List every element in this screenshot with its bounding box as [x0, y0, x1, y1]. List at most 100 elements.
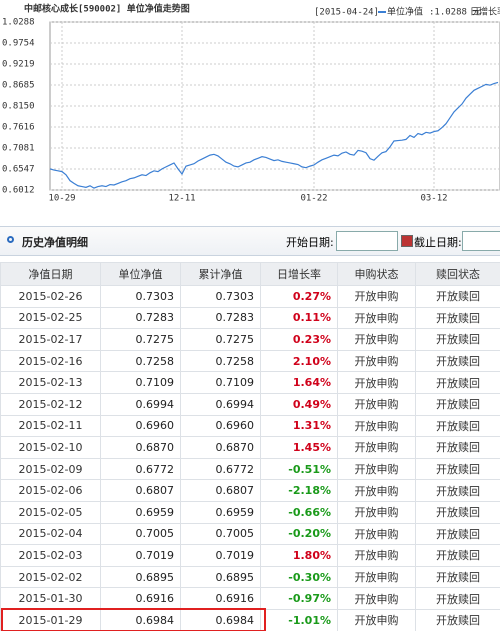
legend-extra: 日增长率 — [470, 6, 500, 18]
table-cell: 2015-02-06 — [0, 479, 101, 502]
table-cell: 0.6984 — [180, 608, 261, 631]
table-cell: 2015-02-10 — [0, 436, 101, 459]
table-cell: 开放申购 — [337, 565, 416, 589]
table-cell: 2015-02-16 — [0, 349, 101, 373]
header-row: 净值日期 单位净值 累计净值 日增长率 申购状态 赎回状态 — [0, 262, 500, 286]
table-cell: 开放申购 — [337, 328, 416, 351]
table-cell: 0.7005 — [180, 522, 261, 546]
end-label: 截止日期: — [414, 236, 462, 249]
table-cell: 开放赎回 — [415, 500, 500, 524]
chart-title: 中邮核心成长[590002] 单位净值走势图 — [24, 3, 190, 15]
table-row: 2015-02-09 0.6772 0.6772 -0.51% 开放申购 开放赎回 — [0, 457, 500, 481]
table-cell: 开放赎回 — [415, 522, 500, 546]
section-bar: 历史净值明细 开始日期: 截止日期: — [0, 226, 500, 256]
table-cell: 2015-01-29 — [0, 608, 101, 631]
column-header: 申购状态 — [337, 262, 416, 286]
table-cell: 0.7303 — [180, 285, 261, 308]
table-cell: 1.80% — [260, 544, 338, 567]
table-cell: 0.7258 — [180, 349, 261, 373]
column-header: 赎回状态 — [415, 262, 500, 286]
table-cell: 开放赎回 — [415, 457, 500, 481]
table-cell: 开放赎回 — [415, 328, 500, 351]
table-cell: -0.20% — [260, 522, 338, 546]
table-cell: 0.7258 — [100, 349, 181, 373]
table-cell: 开放申购 — [337, 371, 416, 394]
table-cell: 开放申购 — [337, 479, 416, 502]
table-cell: 0.6959 — [180, 500, 261, 524]
table-cell: 0.6916 — [180, 587, 261, 610]
table-row: 2015-02-25 0.7283 0.7283 0.11% 开放申购 开放赎回 — [0, 306, 500, 330]
table-cell: 0.7109 — [180, 371, 261, 394]
table-cell: 开放申购 — [337, 608, 416, 631]
table-cell: 0.6895 — [180, 565, 261, 589]
table-cell: 开放申购 — [337, 306, 416, 330]
table-cell: 2015-02-12 — [0, 392, 101, 416]
table-cell: 0.7109 — [100, 371, 181, 394]
table-cell: 1.31% — [260, 414, 338, 438]
table-cell: 开放申购 — [337, 436, 416, 459]
table-row: 2015-02-12 0.6994 0.6994 0.49% 开放申购 开放赎回 — [0, 392, 500, 416]
table-cell: 开放赎回 — [415, 349, 500, 373]
y-tick-label: 1.0288 — [2, 18, 35, 28]
table-cell: 0.11% — [260, 306, 338, 330]
table-cell: 2015-02-05 — [0, 500, 101, 524]
table-cell: 开放赎回 — [415, 479, 500, 502]
table-cell: 0.7283 — [180, 306, 261, 330]
table-cell: 开放赎回 — [415, 608, 500, 631]
table-row: 2015-02-10 0.6870 0.6870 1.45% 开放申购 开放赎回 — [0, 436, 500, 459]
table-cell: 0.6895 — [100, 565, 181, 589]
table-cell: 2015-01-30 — [0, 587, 101, 610]
y-tick-label: 0.7616 — [2, 122, 35, 132]
table-cell: 开放申购 — [337, 349, 416, 373]
table-row: 2015-02-05 0.6959 0.6959 -0.66% 开放申购 开放赎回 — [0, 500, 500, 524]
table-cell: 开放申购 — [337, 285, 416, 308]
table-cell: 开放赎回 — [415, 587, 500, 610]
table-cell: 0.23% — [260, 328, 338, 351]
y-tick-label: 0.8150 — [2, 102, 35, 112]
line-series — [49, 81, 499, 189]
table-cell: 开放赎回 — [415, 392, 500, 416]
table-cell: 0.6994 — [180, 392, 261, 416]
table-row: 2015-02-17 0.7275 0.7275 0.23% 开放申购 开放赎回 — [0, 328, 500, 351]
table-cell: 开放赎回 — [415, 285, 500, 308]
table-cell: 2.10% — [260, 349, 338, 373]
calendar-icon[interactable] — [401, 235, 413, 247]
start-label: 开始日期: — [286, 236, 334, 249]
table-cell: 0.6994 — [100, 392, 181, 416]
table-cell: 0.6807 — [180, 479, 261, 502]
table-cell: 0.49% — [260, 392, 338, 416]
y-tick-label: 0.9754 — [2, 38, 35, 48]
start-input[interactable] — [336, 231, 398, 251]
icon — [7, 236, 14, 243]
table-cell: -0.97% — [260, 587, 338, 610]
table-row: 2015-02-11 0.6960 0.6960 1.31% 开放申购 开放赎回 — [0, 414, 500, 438]
table-cell: 2015-02-09 — [0, 457, 101, 481]
table-cell: 开放赎回 — [415, 436, 500, 459]
table-cell: 0.7283 — [100, 306, 181, 330]
table-cell: 2015-02-02 — [0, 565, 101, 589]
table-cell: 2015-02-25 — [0, 306, 101, 330]
table-cell: 开放申购 — [337, 500, 416, 524]
table-cell: 0.6772 — [180, 457, 261, 481]
table-cell: 0.6959 — [100, 500, 181, 524]
table-cell: -2.18% — [260, 479, 338, 502]
table-cell: 1.64% — [260, 371, 338, 394]
table-row: 2015-01-29 0.6984 0.6984 -1.01% 开放申购 开放赎回 — [0, 608, 500, 631]
table-cell: 0.6960 — [100, 414, 181, 438]
y-tick-label: 0.6012 — [2, 186, 35, 196]
table-cell: 开放赎回 — [415, 544, 500, 567]
table-cell: 0.6916 — [100, 587, 181, 610]
table-cell: -0.66% — [260, 500, 338, 524]
table-cell: 0.6870 — [100, 436, 181, 459]
table-row: 2015-02-04 0.7005 0.7005 -0.20% 开放申购 开放赎回 — [0, 522, 500, 546]
chart: 中邮核心成长[590002] 单位净值走势图 [2015-04-24] 单位净值… — [2, 3, 500, 204]
column-header: 日增长率 — [260, 262, 338, 286]
table-cell: -0.30% — [260, 565, 338, 589]
end-input[interactable] — [462, 231, 500, 251]
table-cell: 0.27% — [260, 285, 338, 308]
table-cell: 0.7275 — [180, 328, 261, 351]
column-header: 累计净值 — [180, 262, 261, 286]
table-cell: 开放申购 — [337, 414, 416, 438]
table-cell: 开放申购 — [337, 457, 416, 481]
